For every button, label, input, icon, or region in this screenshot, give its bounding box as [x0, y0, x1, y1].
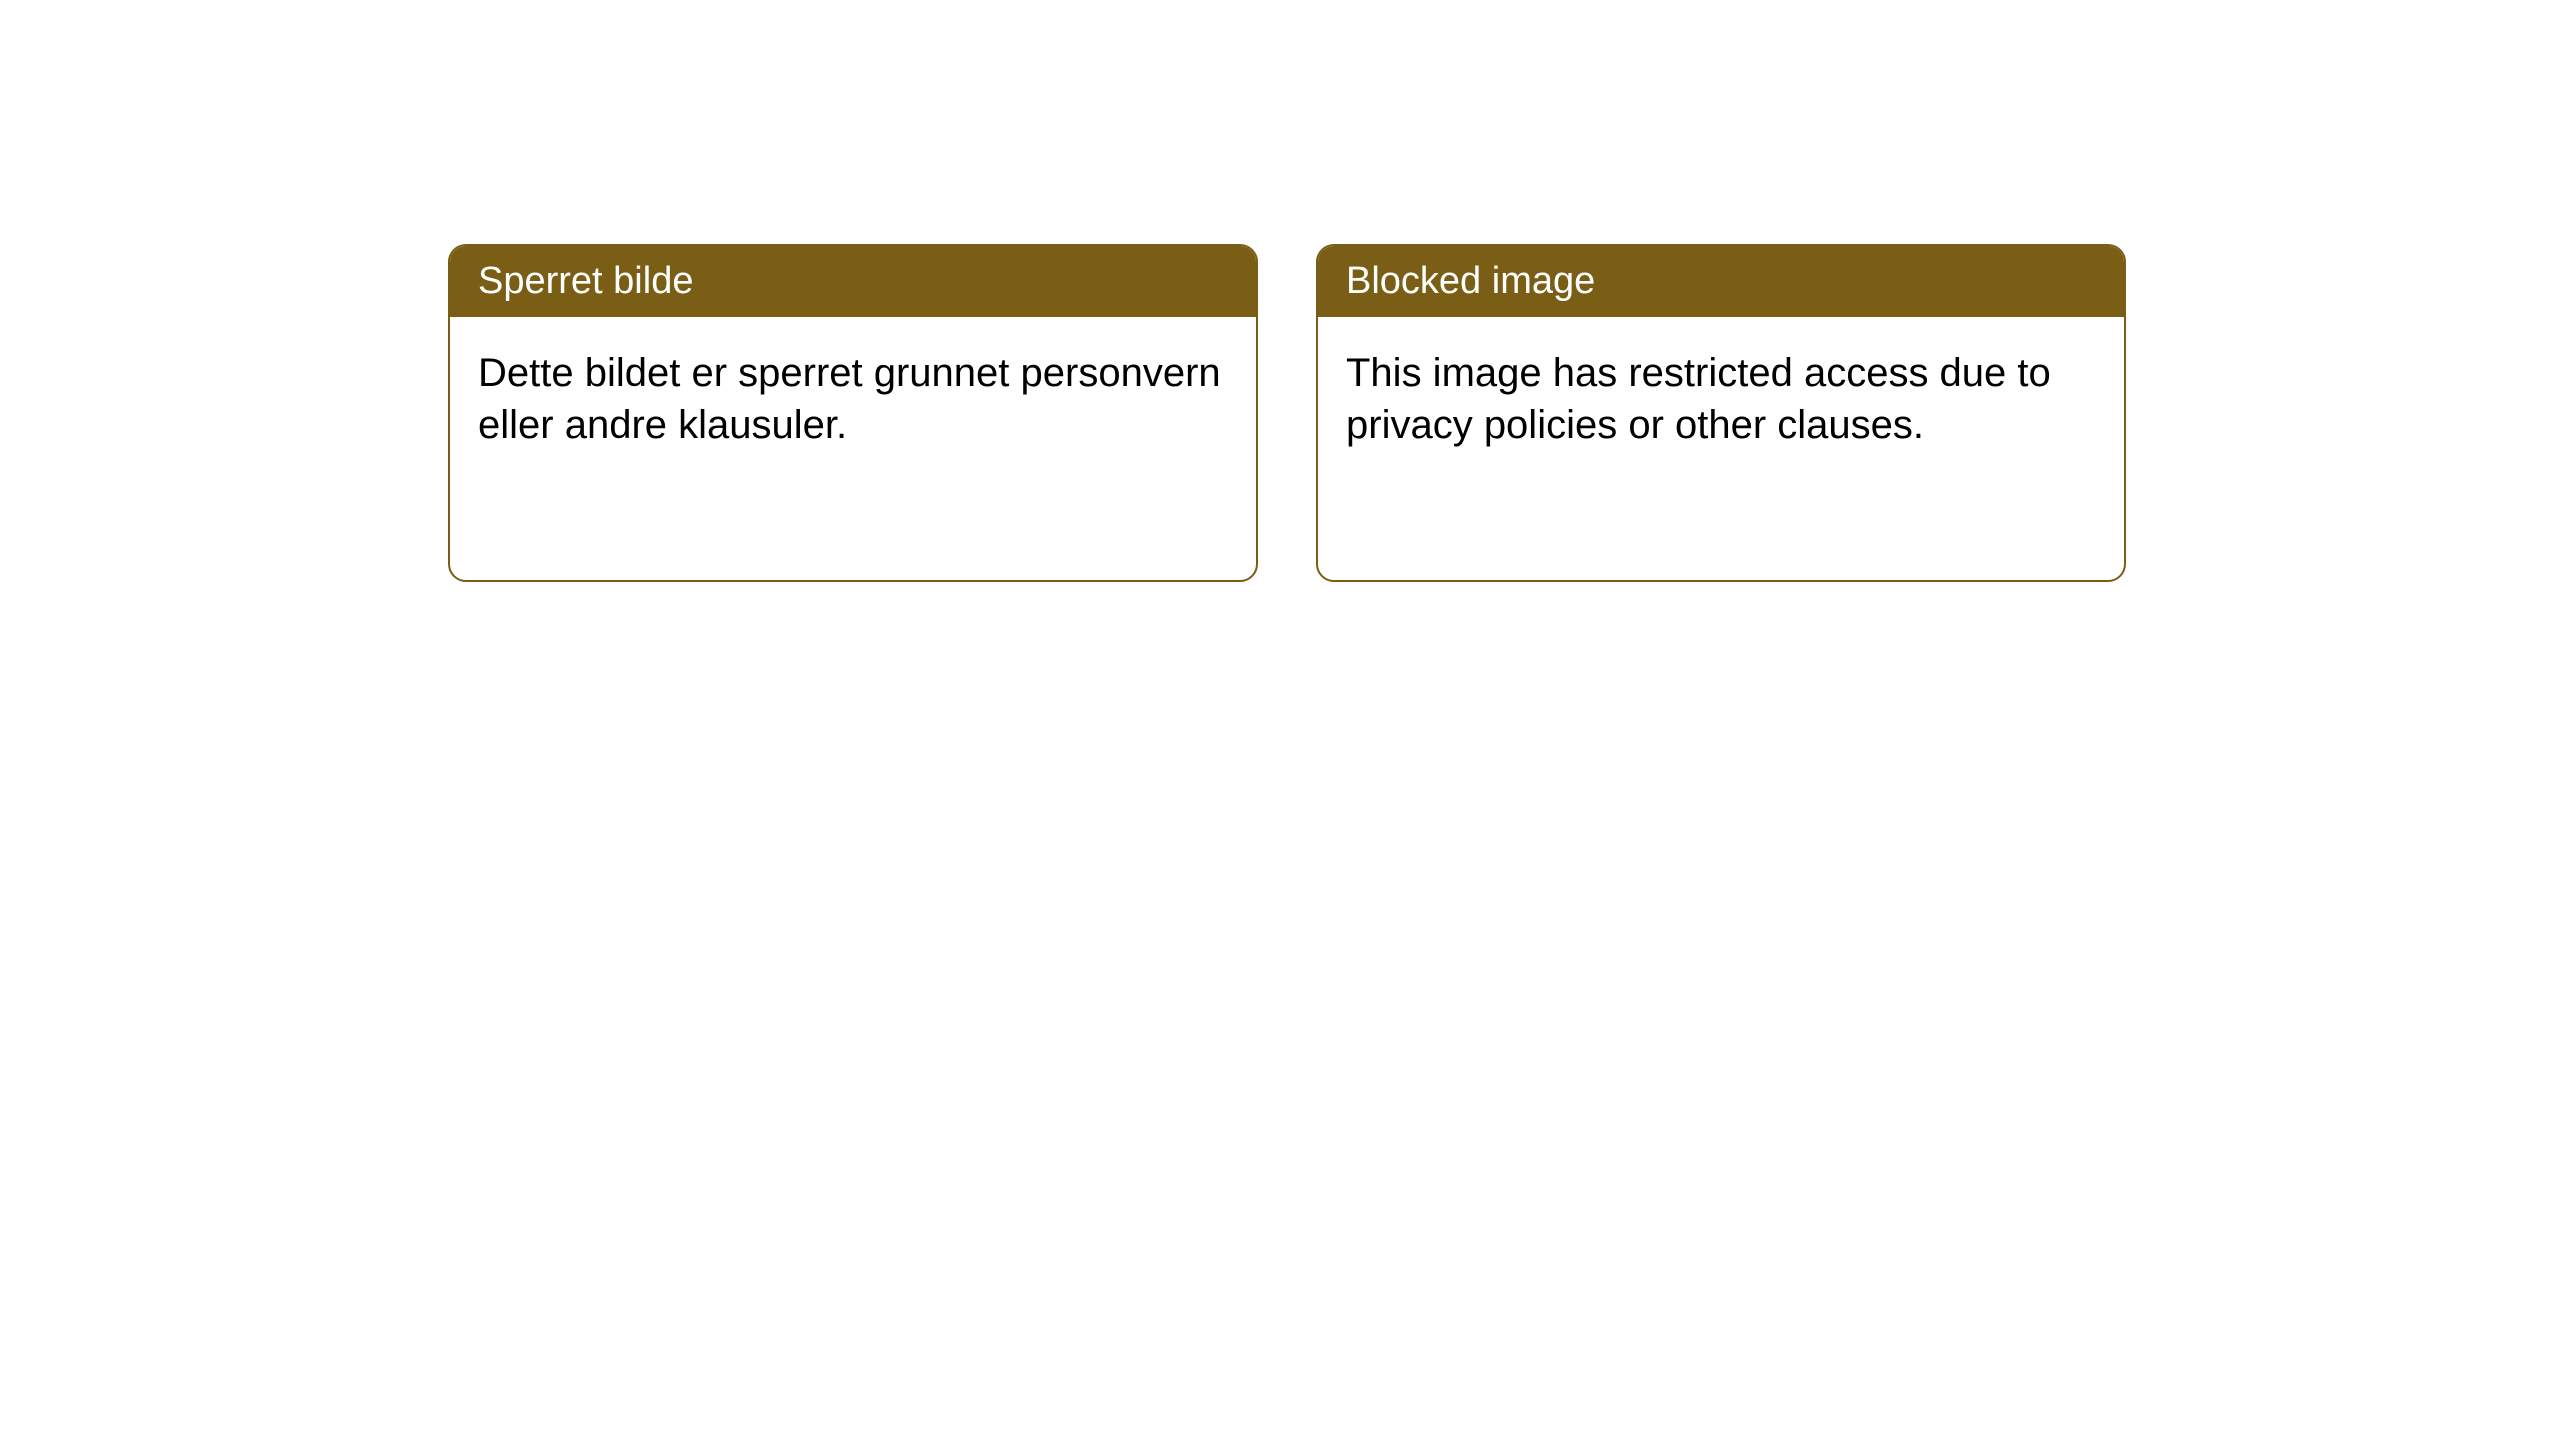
notice-card-english: Blocked image This image has restricted …: [1316, 244, 2126, 582]
notice-container: Sperret bilde Dette bildet er sperret gr…: [448, 244, 2126, 582]
notice-header: Blocked image: [1318, 246, 2124, 317]
notice-title: Blocked image: [1346, 260, 1595, 302]
notice-message: This image has restricted access due to …: [1346, 351, 2051, 447]
notice-card-norwegian: Sperret bilde Dette bildet er sperret gr…: [448, 244, 1258, 582]
notice-body: This image has restricted access due to …: [1318, 317, 2124, 481]
notice-title: Sperret bilde: [478, 260, 693, 302]
notice-header: Sperret bilde: [450, 246, 1256, 317]
notice-body: Dette bildet er sperret grunnet personve…: [450, 317, 1256, 481]
notice-message: Dette bildet er sperret grunnet personve…: [478, 351, 1221, 447]
